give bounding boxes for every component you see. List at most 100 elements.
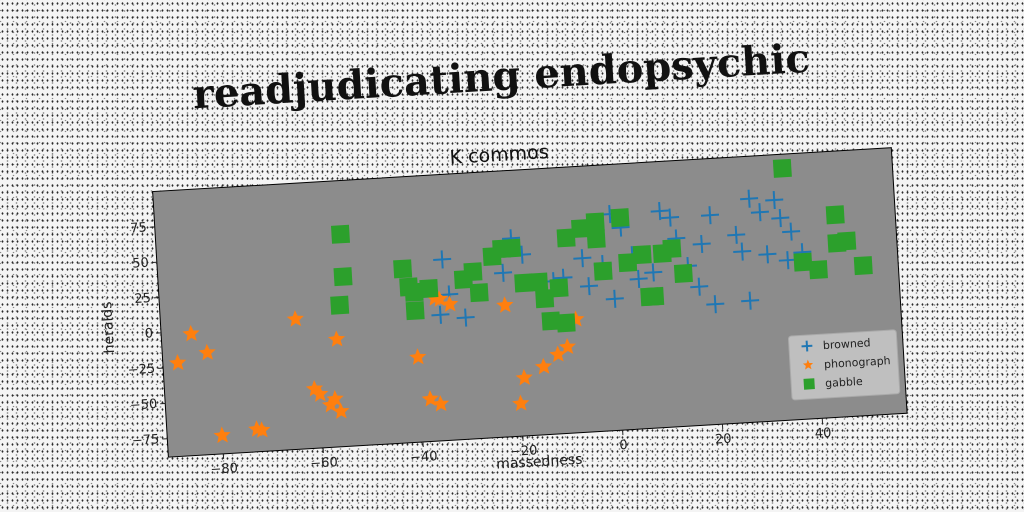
browned-point: [494, 263, 513, 282]
gabble-point: [549, 278, 569, 298]
plus-v: [748, 291, 752, 310]
browned-point: [650, 202, 669, 221]
phonograph-point: [326, 390, 344, 407]
plus-v: [758, 203, 762, 222]
plus-v: [786, 251, 790, 270]
browned-point: [782, 222, 801, 241]
gabble-point: [556, 313, 576, 333]
phonograph-point: [311, 385, 329, 402]
gabble-point: [463, 262, 483, 282]
phonograph-point: [198, 343, 216, 361]
gabble-point: [405, 301, 425, 321]
gabble-point: [469, 283, 489, 303]
x-tick-label: −80: [210, 461, 238, 478]
x-tick-label: 0: [619, 438, 628, 453]
gabble-point: [662, 239, 682, 259]
browned-point: [700, 206, 720, 225]
browned-point: [605, 289, 624, 308]
browned-point: [431, 305, 450, 324]
plus-v: [697, 277, 701, 296]
phonograph-point: [169, 354, 187, 371]
gabble-point: [586, 229, 606, 249]
y-tick-label: −75: [132, 432, 160, 449]
plus-v: [637, 269, 641, 288]
plus-v: [438, 305, 442, 324]
plus-v: [668, 208, 672, 227]
plus-v: [708, 206, 712, 225]
browned-point: [456, 308, 475, 327]
browned-point: [750, 203, 769, 222]
y-tick-label: 75: [130, 220, 147, 236]
plus-v: [587, 277, 591, 296]
plus-v: [501, 263, 505, 282]
phonograph-point: [182, 324, 200, 342]
plus-v: [658, 202, 662, 221]
phonograph-point: [558, 337, 576, 355]
phonograph-point: [286, 310, 304, 327]
legend-label-browned: browned: [823, 336, 871, 352]
phonograph-point: [327, 330, 346, 347]
gabble-point: [541, 311, 561, 331]
gabble-point: [514, 273, 534, 293]
plus-v: [747, 189, 751, 208]
browned-point: [433, 250, 452, 269]
plus-v: [580, 249, 584, 268]
x-tick-label: −60: [310, 455, 338, 472]
data-points: [169, 158, 873, 444]
gabble-point: [585, 212, 605, 232]
browned-point: [733, 242, 752, 261]
plus-v: [520, 245, 524, 264]
browned-point: [771, 209, 790, 228]
x-tick-label: −40: [410, 449, 438, 466]
browned-point: [629, 269, 648, 288]
browned-point: [661, 208, 680, 227]
legend-label-phonograph: phonograph: [824, 354, 891, 371]
x-axis-label: massedness: [496, 452, 583, 473]
legend-marker-phonograph: [802, 359, 814, 370]
browned-point: [579, 277, 599, 296]
x-axis: −80 −60 −40 −20 0 20 40: [210, 418, 832, 478]
phonograph-point: [321, 396, 340, 413]
phonograph-point: [431, 395, 450, 412]
x-tick-label: 40: [814, 426, 831, 442]
plus-v: [734, 225, 738, 244]
y-tick-label: 0: [144, 326, 153, 341]
y-tick-label: 25: [134, 291, 151, 307]
figure-title: readjudicating endopsychic: [191, 35, 811, 119]
gabble-point: [330, 224, 351, 244]
y-tick-label: 50: [132, 256, 149, 272]
phonograph-point: [512, 394, 530, 412]
gabble-point: [793, 252, 813, 272]
gabble-point: [333, 267, 353, 287]
browned-point: [727, 225, 746, 244]
gabble-point: [419, 279, 439, 299]
gabble-point: [393, 259, 413, 279]
phonograph-point: [549, 345, 567, 363]
plus-v: [772, 190, 776, 210]
gabble-point: [632, 245, 652, 265]
gabble-point: [853, 256, 873, 276]
gabble-point: [837, 231, 857, 251]
legend-marker-browned: [801, 340, 813, 352]
plus-v: [805, 340, 809, 352]
browned-point: [740, 189, 759, 208]
gabble-point: [502, 238, 522, 258]
browned-point: [741, 291, 760, 310]
legend: browned phonograph gabble: [787, 329, 901, 401]
gabble-point: [772, 158, 792, 178]
phonograph-point: [213, 426, 231, 444]
plus-v: [789, 222, 793, 241]
plus-v: [651, 263, 655, 282]
plus-v: [713, 295, 717, 314]
gabble-point: [645, 286, 665, 306]
phonograph-point: [567, 310, 585, 328]
plus-v: [440, 250, 444, 269]
browned-point: [692, 234, 711, 254]
plus-v: [464, 308, 468, 327]
y-tick-label: −25: [127, 362, 155, 379]
x-tick-label: −20: [510, 443, 538, 460]
plot-area: [152, 147, 908, 458]
gabble-point: [610, 208, 630, 228]
plus-v: [613, 289, 617, 308]
